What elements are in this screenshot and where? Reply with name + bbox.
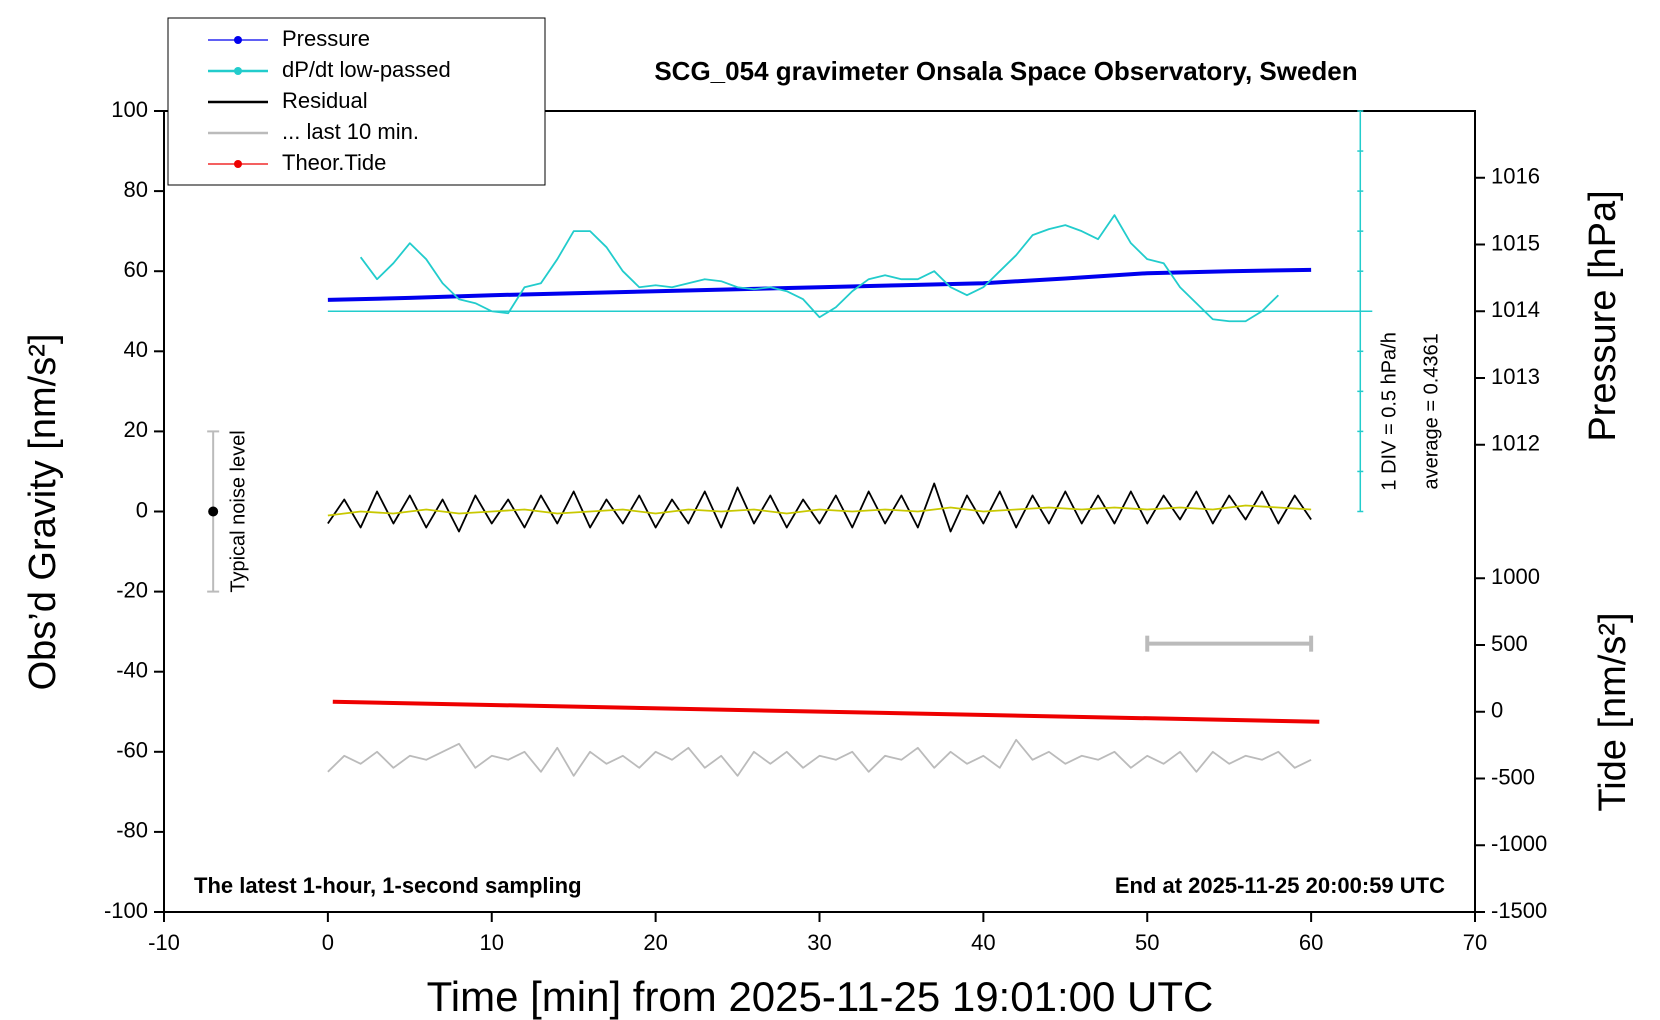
noise-label: Typical noise level xyxy=(227,430,249,592)
legend-label: dP/dt low-passed xyxy=(282,57,451,82)
legend-dot xyxy=(234,67,242,75)
dpdt-scale-label: 1 DIV = 0.5 hPa/h xyxy=(1379,332,1401,490)
chart-title: SCG_054 gravimeter Onsala Space Observat… xyxy=(654,56,1357,86)
y-tick-label: -60 xyxy=(116,738,148,763)
series-line xyxy=(327,504,1312,517)
legend-dot xyxy=(234,160,242,168)
y3-tick-label: -1000 xyxy=(1491,831,1547,856)
x-tick-label: 10 xyxy=(480,930,504,955)
y2-tick-label: 1012 xyxy=(1491,431,1540,456)
legend-label: Theor.Tide xyxy=(282,150,386,175)
legend-label: Pressure xyxy=(282,26,370,51)
y-tick-label: 80 xyxy=(124,177,148,202)
y-axis-label: Obs’d Gravity [nm/s²] xyxy=(22,334,64,691)
note-left: The latest 1-hour, 1-second sampling xyxy=(194,873,582,898)
y-tick-label: -100 xyxy=(104,898,148,923)
y-tick-label: -40 xyxy=(116,658,148,683)
y2-axis-label: Pressure [hPa] xyxy=(1582,190,1624,441)
y-tick-label: 40 xyxy=(124,337,148,362)
series-line xyxy=(359,214,1279,323)
series-line xyxy=(332,699,1320,724)
legend-label: ... last 10 min. xyxy=(282,119,419,144)
legend-label: Residual xyxy=(282,88,368,113)
y3-tick-label: 1000 xyxy=(1491,564,1540,589)
y3-tick-label: -500 xyxy=(1491,764,1535,789)
y2-tick-label: 1014 xyxy=(1491,297,1540,322)
x-tick-label: 30 xyxy=(807,930,831,955)
y-tick-label: 100 xyxy=(111,97,148,122)
y3-tick-label: -1500 xyxy=(1491,898,1547,923)
y-tick-label: -20 xyxy=(116,577,148,602)
y2-tick-label: 1013 xyxy=(1491,364,1540,389)
x-tick-label: 70 xyxy=(1463,930,1487,955)
y3-tick-label: 0 xyxy=(1491,698,1503,723)
y2-tick-label: 1015 xyxy=(1491,230,1540,255)
x-tick-label: 50 xyxy=(1135,930,1159,955)
x-tick-label: 40 xyxy=(971,930,995,955)
x-axis-label: Time [min] from 2025-11-25 19:01:00 UTC xyxy=(427,973,1214,1020)
series-line xyxy=(327,482,1312,533)
y-tick-label: 0 xyxy=(136,497,148,522)
series-line xyxy=(327,738,1312,777)
legend-dot xyxy=(234,36,242,44)
x-tick-label: 20 xyxy=(643,930,667,955)
y-tick-label: -80 xyxy=(116,818,148,843)
x-tick-label: 60 xyxy=(1299,930,1323,955)
y-tick-label: 20 xyxy=(124,417,148,442)
x-tick-label: -10 xyxy=(148,930,180,955)
y2-tick-label: 1016 xyxy=(1491,164,1540,189)
x-tick-label: 0 xyxy=(322,930,334,955)
note-right: End at 2025-11-25 20:00:59 UTC xyxy=(1115,873,1445,898)
noise-center xyxy=(208,506,219,517)
dpdt-average-label: average = 0.4361 xyxy=(1421,333,1443,489)
y3-axis-label: Tide [nm/s²] xyxy=(1592,612,1634,811)
y3-tick-label: 500 xyxy=(1491,631,1528,656)
series-line xyxy=(327,267,1312,302)
y-tick-label: 60 xyxy=(124,257,148,282)
